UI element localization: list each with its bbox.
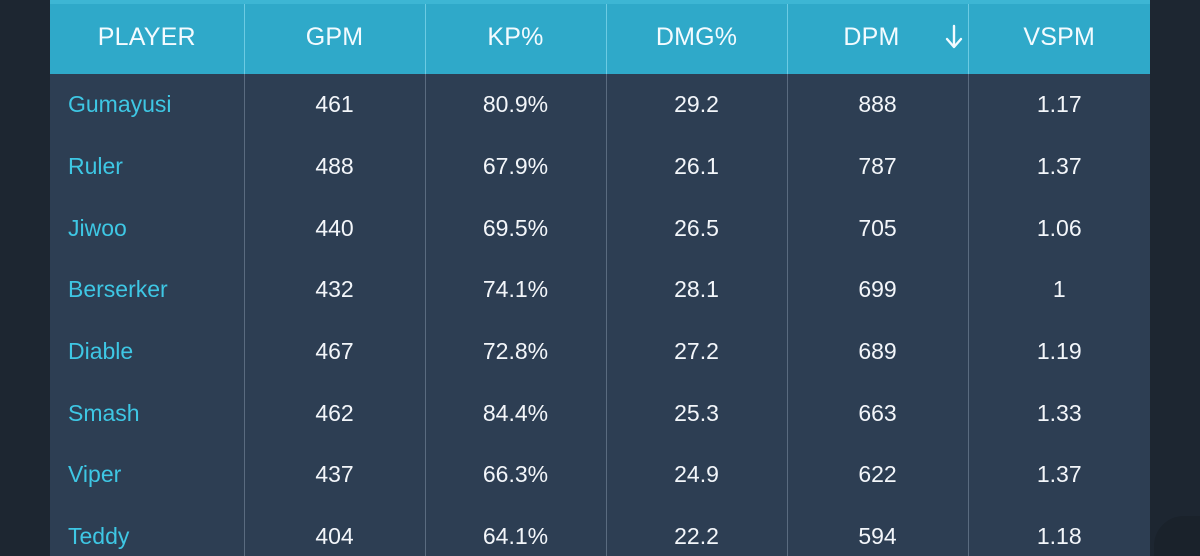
left-margin xyxy=(0,0,50,556)
cell-dmg: 22.2 xyxy=(606,505,788,556)
cell-dmg: 27.2 xyxy=(606,320,788,383)
cell-player[interactable]: Diable xyxy=(50,320,245,383)
cell-dpm: 705 xyxy=(787,197,969,260)
column-header-label: VSPM xyxy=(1023,22,1096,51)
cell-dmg: 29.2 xyxy=(606,74,788,136)
cell-kp: 69.5% xyxy=(425,197,607,260)
cell-vspm: 1.37 xyxy=(1036,153,1082,180)
cell-gpm: 437 xyxy=(244,444,426,506)
cell-gpm: 440 xyxy=(244,197,426,260)
table-row: Smash 462 84.4% 25.3 663 1.33 xyxy=(50,382,1150,445)
cell-gpm: 462 xyxy=(244,382,426,445)
column-header-dmg[interactable]: DMG% xyxy=(606,0,788,74)
column-header-gpm[interactable]: GPM xyxy=(244,0,426,74)
cell-dmg: 28.1 xyxy=(606,259,788,321)
cell-vspm: 1.06 xyxy=(1036,214,1082,241)
cell-dmg: 26.1 xyxy=(606,135,788,198)
right-margin xyxy=(1150,0,1200,556)
stats-table-container: PLAYER GPM KP% DMG% DPM VSPM Gumayusi 461… xyxy=(50,0,1150,556)
table-body: Gumayusi 461 80.9% 29.2 888 1.17 Ruler 488 67.9%… xyxy=(50,74,1150,556)
cell-kp: 74.1% xyxy=(425,259,607,321)
header-row: PLAYER GPM KP% DMG% DPM VSPM xyxy=(50,0,1150,74)
table-row: Jiwoo 440 69.5% 26.5 705 1.06 xyxy=(50,197,1150,260)
column-header-player[interactable]: PLAYER xyxy=(50,0,245,74)
cell-gpm: 461 xyxy=(244,74,426,136)
cell-kp: 80.9% xyxy=(425,74,607,136)
cell-gpm: 467 xyxy=(244,320,426,383)
cell-player[interactable]: Gumayusi xyxy=(50,74,245,136)
cell-gpm: 488 xyxy=(244,135,426,198)
cell-player[interactable]: Viper xyxy=(50,444,245,506)
cell-dpm: 689 xyxy=(787,320,969,383)
cell-gpm: 432 xyxy=(244,259,426,321)
table-row: Teddy 404 64.1% 22.2 594 1.18 xyxy=(50,505,1150,556)
cell-player[interactable]: Teddy xyxy=(50,505,245,556)
table-row: Viper 437 66.3% 24.9 622 1.37 xyxy=(50,444,1150,506)
cell-kp: 66.3% xyxy=(425,444,607,506)
cell-vspm: 1.19 xyxy=(1036,338,1082,365)
table-header: PLAYER GPM KP% DMG% DPM VSPM xyxy=(50,0,1150,74)
table-row: Ruler 488 67.9% 26.1 787 1.37 xyxy=(50,135,1150,198)
cell-player[interactable]: Smash xyxy=(50,382,245,445)
table-row: Diable 467 72.8% 27.2 689 1.19 xyxy=(50,320,1150,383)
cell-player[interactable]: Berserker xyxy=(50,259,245,321)
column-header-vspm[interactable]: VSPM xyxy=(968,0,1150,74)
cell-vspm: 1 xyxy=(1052,276,1066,303)
cell-dpm: 594 xyxy=(787,505,969,556)
cell-vspm: 1.17 xyxy=(1036,91,1082,118)
cell-kp: 84.4% xyxy=(425,382,607,445)
cell-vspm: 1.33 xyxy=(1036,399,1082,426)
column-header-label: DMG% xyxy=(655,22,738,51)
cell-player[interactable]: Ruler xyxy=(50,135,245,198)
arrow-down-icon[interactable] xyxy=(940,22,968,52)
player-stats-table: PLAYER GPM KP% DMG% DPM VSPM Gumayusi 461… xyxy=(50,0,1150,556)
cell-dmg: 24.9 xyxy=(606,444,788,506)
cell-dpm: 787 xyxy=(787,135,969,198)
column-header-label: GPM xyxy=(305,22,364,51)
cell-dpm: 888 xyxy=(787,74,969,136)
cell-vspm: 1.37 xyxy=(1036,461,1082,488)
column-header-label: DPM xyxy=(843,22,900,51)
column-header-label: KP% xyxy=(487,22,544,51)
cell-player[interactable]: Jiwoo xyxy=(50,197,245,260)
column-header-label: PLAYER xyxy=(97,22,196,51)
column-header-dpm[interactable]: DPM xyxy=(787,0,969,74)
cell-kp: 64.1% xyxy=(425,505,607,556)
cell-dmg: 26.5 xyxy=(606,197,788,260)
cell-gpm: 404 xyxy=(244,505,426,556)
table-row: Berserker 432 74.1% 28.1 699 1 xyxy=(50,259,1150,321)
table-row: Gumayusi 461 80.9% 29.2 888 1.17 xyxy=(50,74,1150,136)
cell-dpm: 663 xyxy=(787,382,969,445)
cell-vspm: 1.18 xyxy=(1036,523,1082,550)
cell-dmg: 25.3 xyxy=(606,382,788,445)
cell-dpm: 699 xyxy=(787,259,969,321)
cell-dpm: 622 xyxy=(787,444,969,506)
column-header-kp[interactable]: KP% xyxy=(425,0,607,74)
cell-kp: 72.8% xyxy=(425,320,607,383)
cell-kp: 67.9% xyxy=(425,135,607,198)
